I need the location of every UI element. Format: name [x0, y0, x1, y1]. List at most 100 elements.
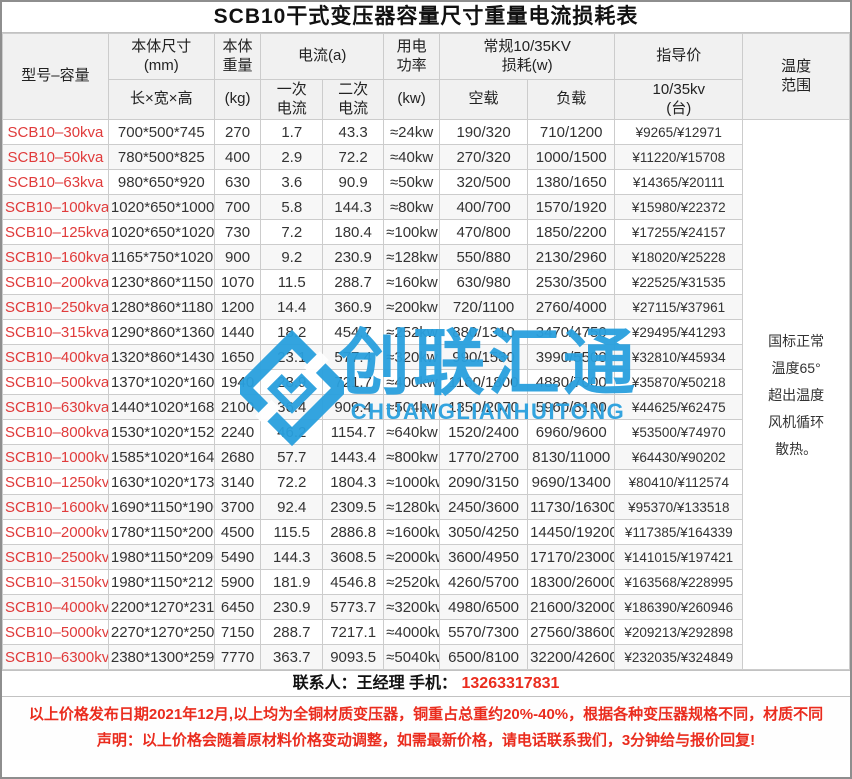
cell-noload-loss: 2450/3600: [439, 494, 529, 520]
cell-load-loss: 8130/11000: [527, 444, 616, 470]
cell-weight: 3700: [213, 494, 262, 520]
cell-secondary-current: 1154.7: [322, 419, 385, 445]
cell-size: 1980*1150*2120: [107, 569, 215, 595]
cell-primary-current: 230.9: [260, 594, 324, 620]
cell-load-loss: 14450/19200: [527, 519, 616, 545]
cell-model: SCB10–5000kva: [2, 619, 109, 645]
cell-primary-current: 23.1: [260, 344, 324, 370]
header-model: 型号–容量: [2, 33, 109, 120]
cell-secondary-current: 909.4: [322, 394, 385, 420]
cell-weight: 2100: [213, 394, 262, 420]
cell-weight: 1070: [213, 269, 262, 295]
header-weight: 本体 重量: [213, 33, 262, 80]
cell-primary-current: 363.7: [260, 644, 324, 670]
cell-power: ≈1280kw: [383, 494, 441, 520]
cell-size: 980*650*920: [107, 169, 215, 195]
cell-noload-loss: 190/320: [439, 119, 529, 145]
cell-weight: 1440: [213, 319, 262, 345]
table-row: SCB10–800kva 1530*1020*1520 2240 46.2 1154.7…: [2, 419, 850, 445]
table-row: SCB10–5000kva 2270*1270*2500 7150 288.7 7217…: [2, 619, 850, 645]
cell-noload-loss: 6500/8100: [439, 644, 529, 670]
cell-noload-loss: 4260/5700: [439, 569, 529, 595]
cell-secondary-current: 1804.3: [322, 469, 385, 495]
cell-price: ¥29495/¥41293: [614, 319, 744, 345]
cell-power: ≈200kw: [383, 294, 441, 320]
header-price: 指导价: [614, 33, 744, 80]
cell-size: 2270*1270*2500: [107, 619, 215, 645]
cell-secondary-current: 230.9: [322, 244, 385, 270]
table-row: SCB10–1000kva 1585*1020*1640 2680 57.7 1443.…: [2, 444, 850, 470]
cell-price: ¥186390/¥260946: [614, 594, 744, 620]
cell-noload-loss: 1520/2400: [439, 419, 529, 445]
table-header: 型号–容量 本体尺寸 (mm) 本体 重量 电流(a) 用电 功率 常规10/3…: [2, 33, 850, 120]
cell-weight: 900: [213, 244, 262, 270]
cell-size: 1320*860*1430: [107, 344, 215, 370]
cell-weight: 270: [213, 119, 262, 145]
cell-power: ≈1000kw: [383, 469, 441, 495]
cell-size: 1980*1150*2090: [107, 544, 215, 570]
cell-load-loss: 18300/26000: [527, 569, 616, 595]
header-primary-line2: 电流: [276, 99, 307, 117]
cell-noload-loss: 270/320: [439, 144, 529, 170]
cell-power: ≈100kw: [383, 219, 441, 245]
table-row: SCB10–125kva 1020*650*1020 730 7.2 180.4 ≈100…: [2, 219, 850, 245]
table-row: SCB10–200kva 1230*860*1150 1070 11.5 288.7 ≈1…: [2, 269, 850, 295]
cell-secondary-current: 1443.4: [322, 444, 385, 470]
cell-model: SCB10–630kva: [2, 394, 109, 420]
header-power: 用电 功率: [383, 33, 441, 80]
cell-model: SCB10–500kva: [2, 369, 109, 395]
header-load-loss: 负载: [527, 79, 616, 120]
cell-noload-loss: 3050/4250: [439, 519, 529, 545]
cell-price: ¥32810/¥45934: [614, 344, 744, 370]
header-primary-current: 一次 电流: [260, 79, 324, 120]
cell-primary-current: 288.7: [260, 619, 324, 645]
table-row: SCB10–630kva 1440*1020*1680 2100 36.4 909.4 ≈…: [2, 394, 850, 420]
header-loss-group: 常规10/35KV 损耗(w): [439, 33, 616, 80]
cell-price: ¥64430/¥90202: [614, 444, 744, 470]
table-body: SCB10–30kva 700*500*745 270 1.7 43.3 ≈24kw 190…: [2, 119, 850, 670]
cell-power: ≈128kw: [383, 244, 441, 270]
cell-power: ≈2520kw: [383, 569, 441, 595]
table-row: SCB10–160kva 1165*750*1020 900 9.2 230.9 ≈128…: [2, 244, 850, 270]
price-note-line1: 以上价格发布日期2021年12月,以上均为全铜材质变压器，铜重占总重约20%-4…: [28, 706, 824, 723]
contact-phone: 13263317831: [461, 675, 560, 692]
cell-noload-loss: 2090/3150: [439, 469, 529, 495]
cell-load-loss: 2130/2960: [527, 244, 616, 270]
cell-primary-current: 28.9: [260, 369, 324, 395]
cell-price: ¥14365/¥20111: [614, 169, 744, 195]
table-row: SCB10–1250kva 1630*1020*1730 3140 72.2 1804.…: [2, 469, 850, 495]
cell-model: SCB10–2000kva: [2, 519, 109, 545]
cell-secondary-current: 3608.5: [322, 544, 385, 570]
cell-weight: 700: [213, 194, 262, 220]
cell-primary-current: 57.7: [260, 444, 324, 470]
cell-load-loss: 2530/3500: [527, 269, 616, 295]
header-loss-line2: 损耗(w): [501, 56, 553, 74]
cell-price: ¥141015/¥197421: [614, 544, 744, 570]
cell-power: ≈1600kw: [383, 519, 441, 545]
cell-primary-current: 5.8: [260, 194, 324, 220]
cell-model: SCB10–1250kva: [2, 469, 109, 495]
cell-weight: 1650: [213, 344, 262, 370]
cell-primary-current: 46.2: [260, 419, 324, 445]
cell-size: 1280*860*1180: [107, 294, 215, 320]
header-price-sub-line1: 10/35kv: [652, 80, 706, 98]
cell-noload-loss: 630/980: [439, 269, 529, 295]
table-row: SCB10–4000kva 2200*1270*2310 6450 230.9 5773…: [2, 594, 850, 620]
table-row: SCB10–50kva 780*500*825 400 2.9 72.2 ≈40kw 270…: [2, 144, 850, 170]
cell-size: 1780*1150*2000: [107, 519, 215, 545]
cell-price: ¥11220/¥15708: [614, 144, 744, 170]
cell-primary-current: 115.5: [260, 519, 324, 545]
cell-secondary-current: 288.7: [322, 269, 385, 295]
cell-price: ¥15980/¥22372: [614, 194, 744, 220]
price-note-line2: 声明：以上价格会随着原材料价格变动调整，如需最新价格，请电话联系我们，3分钟给与…: [96, 732, 756, 750]
cell-load-loss: 11730/16300: [527, 494, 616, 520]
cell-model: SCB10–63kva: [2, 169, 109, 195]
cell-primary-current: 9.2: [260, 244, 324, 270]
cell-primary-current: 7.2: [260, 219, 324, 245]
cell-secondary-current: 7217.1: [322, 619, 385, 645]
cell-size: 1165*750*1020: [107, 244, 215, 270]
cell-primary-current: 92.4: [260, 494, 324, 520]
cell-noload-loss: 1160/1800: [439, 369, 529, 395]
cell-primary-current: 18.2: [260, 319, 324, 345]
cell-power: ≈4000kw: [383, 619, 441, 645]
